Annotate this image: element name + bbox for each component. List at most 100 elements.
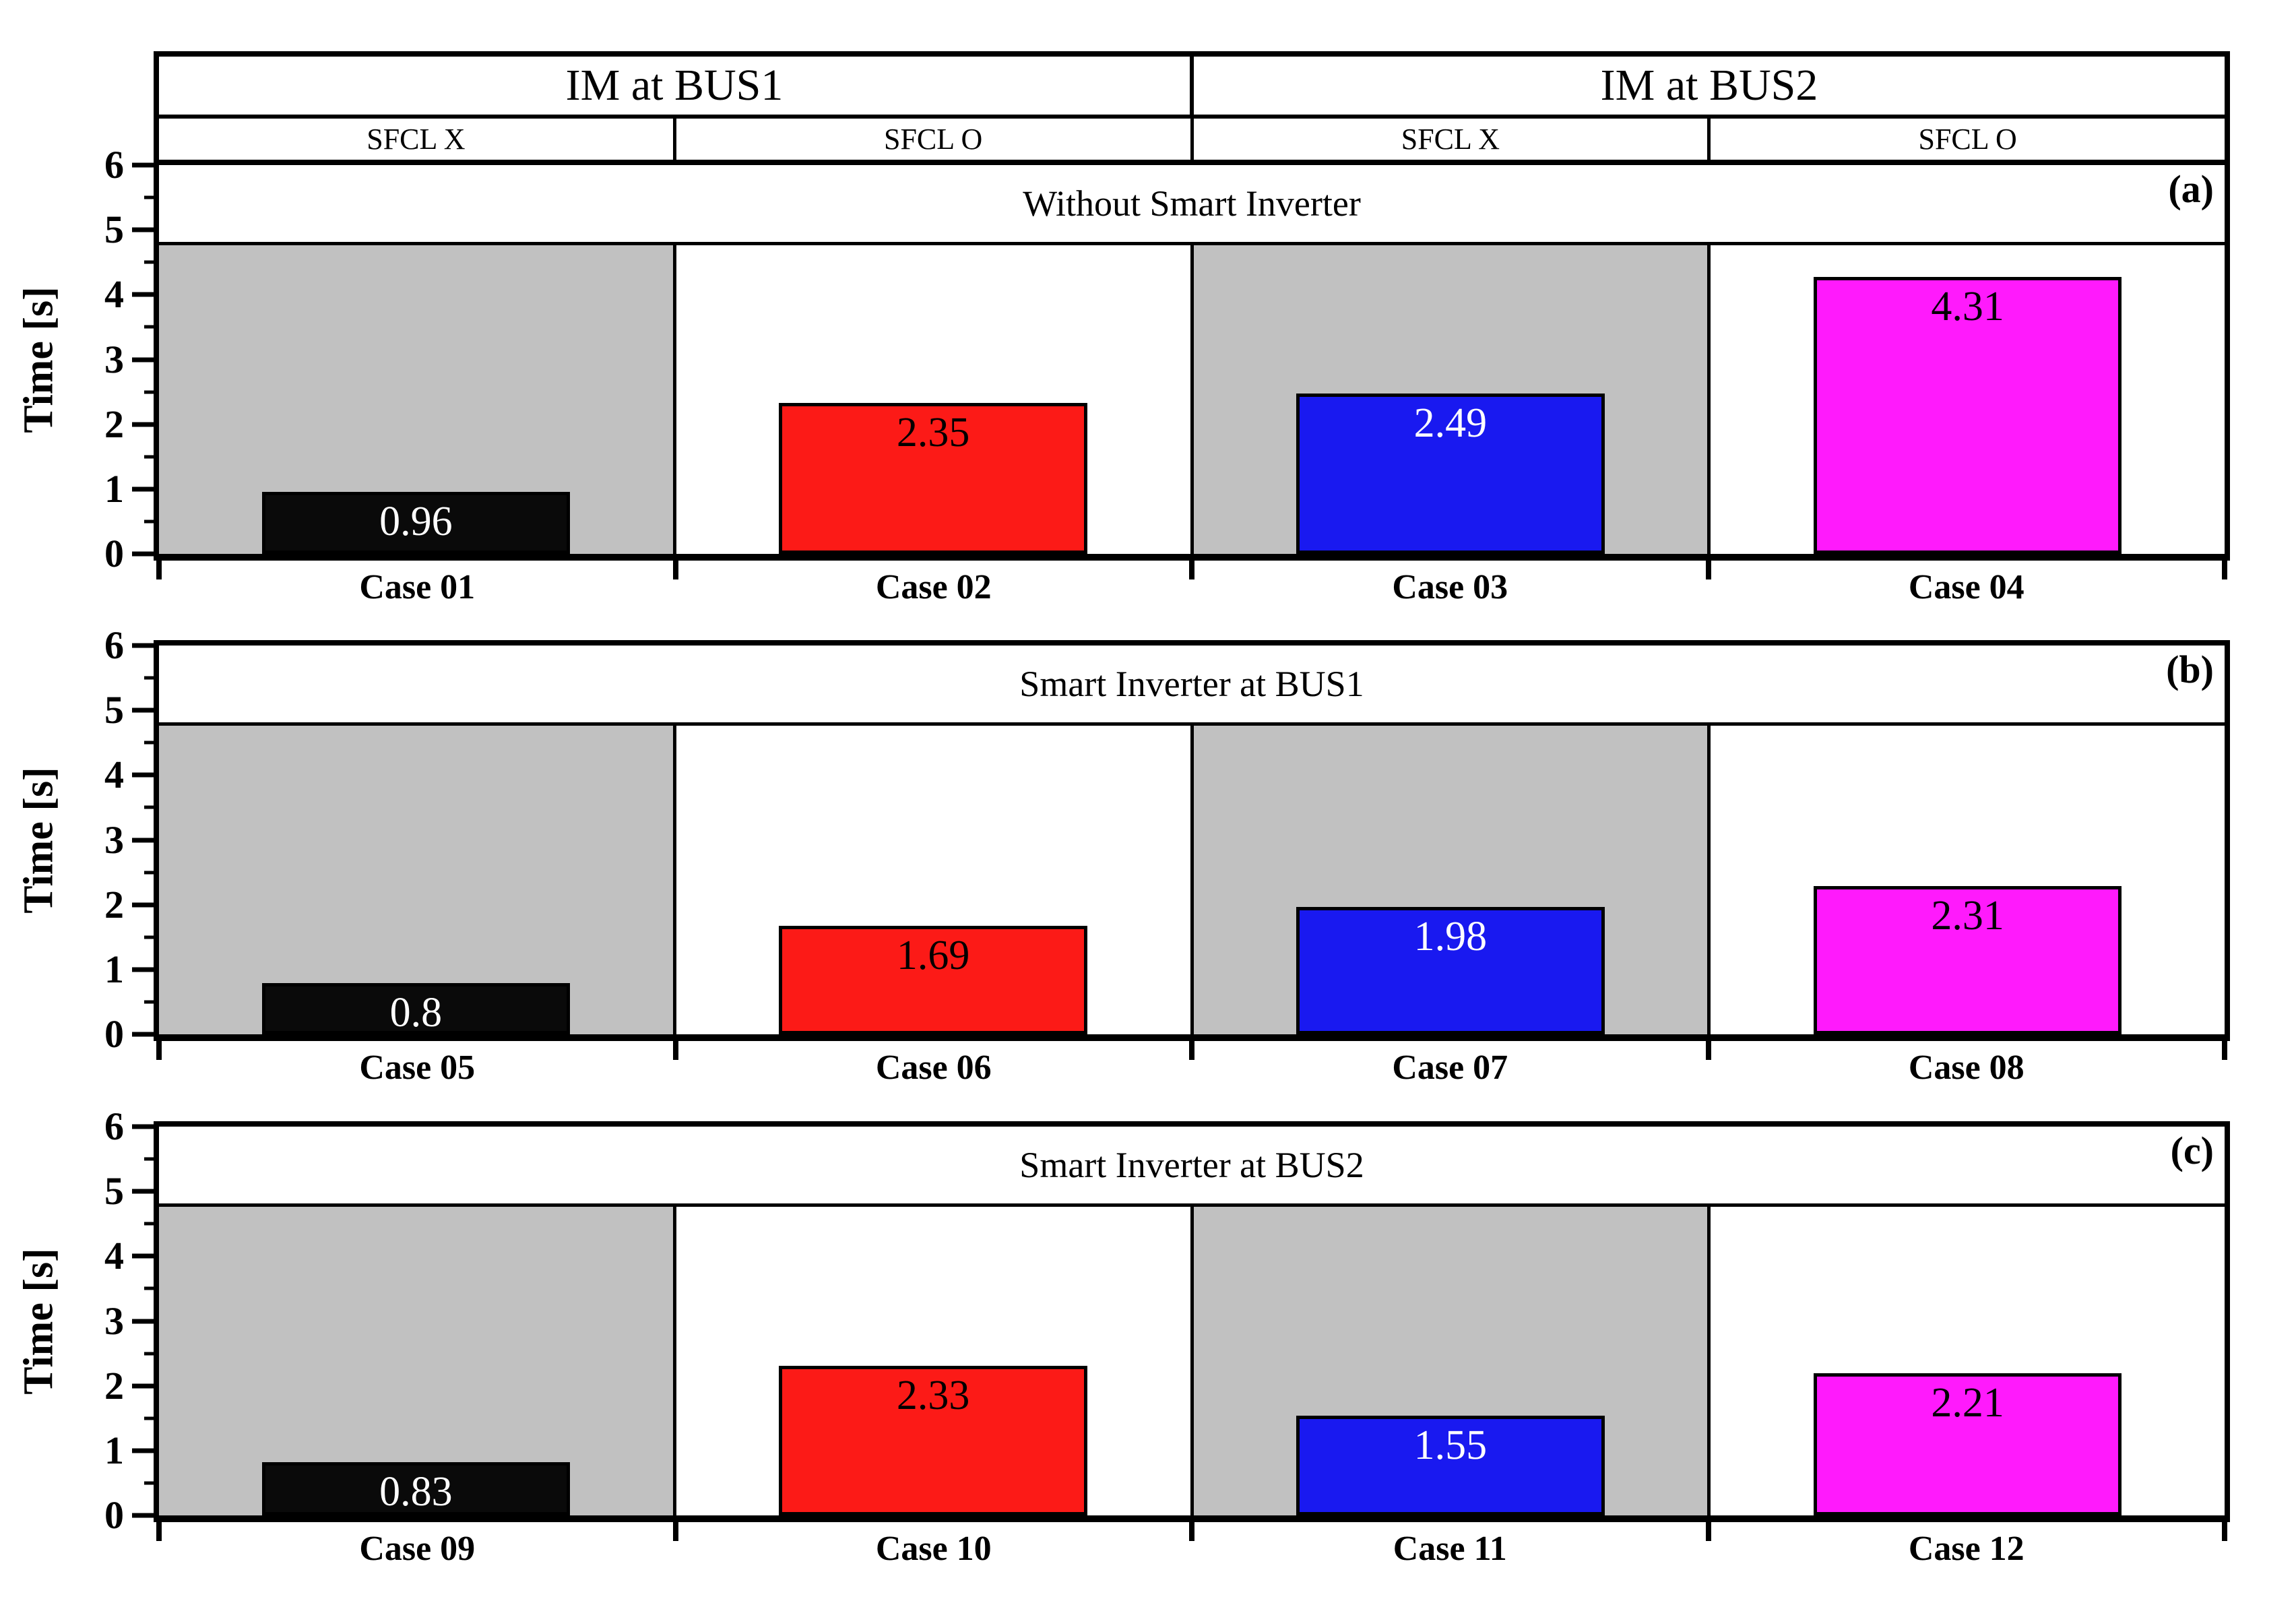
case-label-case-02: Case 02 <box>875 568 992 606</box>
bar-case-02: 2.35 <box>779 402 1087 554</box>
y-tick-label: 2 <box>104 402 124 446</box>
y-tick-label: 3 <box>104 817 124 862</box>
y-minor-tick <box>144 1222 159 1226</box>
y-tick-label: 6 <box>104 1104 124 1148</box>
y-major-tick <box>132 1253 159 1259</box>
y-major-tick <box>132 1124 159 1129</box>
bar-case-10: 2.33 <box>779 1365 1087 1515</box>
plot-column-case-12: 2.21 <box>1707 1207 2225 1515</box>
plot-column-case-02: 2.35 <box>672 245 1190 554</box>
bar-case-04: 4.31 <box>1813 276 2122 554</box>
bar-case-06: 1.69 <box>779 925 1087 1034</box>
case-label-case-05: Case 05 <box>359 1048 476 1087</box>
bar-value-label: 2.31 <box>1931 892 2004 939</box>
y-tick-label: 2 <box>104 882 124 926</box>
y-tick-label: 0 <box>104 532 124 575</box>
y-minor-tick <box>144 260 159 264</box>
y-minor-tick <box>144 1157 159 1161</box>
x-tick <box>2222 554 2227 579</box>
y-major-tick <box>132 1032 159 1037</box>
y-major-tick <box>132 357 159 362</box>
y-major-tick <box>132 902 159 908</box>
x-tick <box>156 554 162 579</box>
y-tick-label: 0 <box>104 1493 124 1537</box>
x-tick <box>1189 1034 1194 1060</box>
y-tick-label: 4 <box>104 1234 124 1278</box>
y-minor-tick <box>144 1000 159 1004</box>
header-sub-bus2-sfcl-o: SFCL O <box>1707 119 2225 160</box>
bar-value-label: 1.55 <box>1413 1422 1488 1469</box>
case-label-case-04: Case 04 <box>1908 568 2024 606</box>
x-tick <box>672 1034 678 1060</box>
bar-case-03: 2.49 <box>1296 394 1605 554</box>
y-minor-tick <box>144 935 159 939</box>
header-group-bus1: IM at BUS1 <box>565 61 784 110</box>
y-major-tick <box>132 486 159 492</box>
y-major-tick <box>132 967 159 972</box>
plot-column-case-04: 4.31 <box>1707 245 2225 554</box>
panel-title: Smart Inverter at BUS2 <box>1019 1145 1364 1185</box>
y-tick-label: 1 <box>104 466 124 511</box>
y-major-tick <box>132 772 159 778</box>
y-major-tick <box>132 551 159 557</box>
bar-value-label: 4.31 <box>1931 283 2004 329</box>
x-tick <box>672 1515 678 1541</box>
bar-case-12: 2.21 <box>1813 1373 2122 1515</box>
y-tick-label: 5 <box>104 1169 124 1214</box>
case-label-case-08: Case 08 <box>1908 1048 2024 1087</box>
y-major-tick <box>132 1513 159 1518</box>
y-axis-title: Time [s] <box>15 1247 62 1395</box>
y-major-tick <box>132 1189 159 1194</box>
plot-column-case-11: 1.55 <box>1190 1207 1708 1515</box>
plot-column-case-10: 2.33 <box>672 1207 1190 1515</box>
y-major-tick <box>132 838 159 842</box>
y-minor-tick <box>144 871 159 875</box>
y-minor-tick <box>144 1481 159 1485</box>
panel-b: Smart Inverter at BUS1 (b) 0.8 1.69 1.98 2.31… <box>16 626 2230 1087</box>
bar-value-label: 2.33 <box>896 1372 970 1418</box>
plot-column-case-08: 2.31 <box>1707 726 2225 1034</box>
y-major-tick <box>132 227 159 232</box>
header-sub-bus1-sfcl-x: SFCL X <box>366 123 466 156</box>
y-tick-label: 0 <box>104 1012 124 1056</box>
y-tick-label: 2 <box>104 1363 124 1408</box>
plot-column-case-07: 1.98 <box>1190 726 1708 1034</box>
case-label-case-06: Case 06 <box>875 1048 992 1087</box>
bar-case-01: 0.96 <box>261 492 571 554</box>
plot-column-case-05: 0.8 <box>159 726 673 1036</box>
y-tick-label: 6 <box>104 143 124 187</box>
x-tick <box>156 1515 162 1541</box>
panel-title-band: Smart Inverter at BUS1 (b) <box>159 646 2225 722</box>
header-sub-bus1-sfcl-o: SFCL O <box>672 119 1190 160</box>
x-tick <box>1705 1034 1711 1060</box>
x-tick <box>1189 554 1194 579</box>
y-tick-label: 3 <box>104 337 124 381</box>
case-label-case-10: Case 10 <box>875 1530 992 1568</box>
case-label-case-12: Case 12 <box>1908 1530 2024 1568</box>
x-tick <box>2222 1034 2227 1060</box>
y-axis-title: Time [s] <box>15 766 62 914</box>
bar-case-08: 2.31 <box>1813 885 2122 1034</box>
bar-value-label: 0.8 <box>389 989 443 1036</box>
panel-a: Without Smart Inverter (a) 0.96 2.35 2.49 4.3… <box>16 146 2230 606</box>
panel-tag: (c) <box>2170 1129 2214 1172</box>
y-tick-label: 5 <box>104 688 124 732</box>
header-subcolumn-row: SFCL X SFCL O SFCL X SFCL O <box>159 119 2225 160</box>
x-tick <box>1189 1515 1194 1541</box>
panel-title-band: Smart Inverter at BUS2 (c) <box>159 1127 2225 1203</box>
y-minor-tick <box>144 1416 159 1420</box>
y-tick-label: 1 <box>104 947 124 991</box>
case-label-case-03: Case 03 <box>1392 568 1508 606</box>
bar-value-label: 1.98 <box>1413 914 1488 960</box>
y-minor-tick <box>144 741 159 745</box>
y-minor-tick <box>144 520 159 524</box>
y-minor-tick <box>144 1352 159 1356</box>
y-major-tick <box>132 292 159 297</box>
bar-case-11: 1.55 <box>1296 1416 1605 1515</box>
panel-title-band: Without Smart Inverter (a) <box>159 165 2225 242</box>
x-tick <box>156 1034 162 1060</box>
y-minor-tick <box>144 195 159 199</box>
case-label-case-09: Case 09 <box>359 1530 476 1568</box>
y-minor-tick <box>144 1286 159 1290</box>
